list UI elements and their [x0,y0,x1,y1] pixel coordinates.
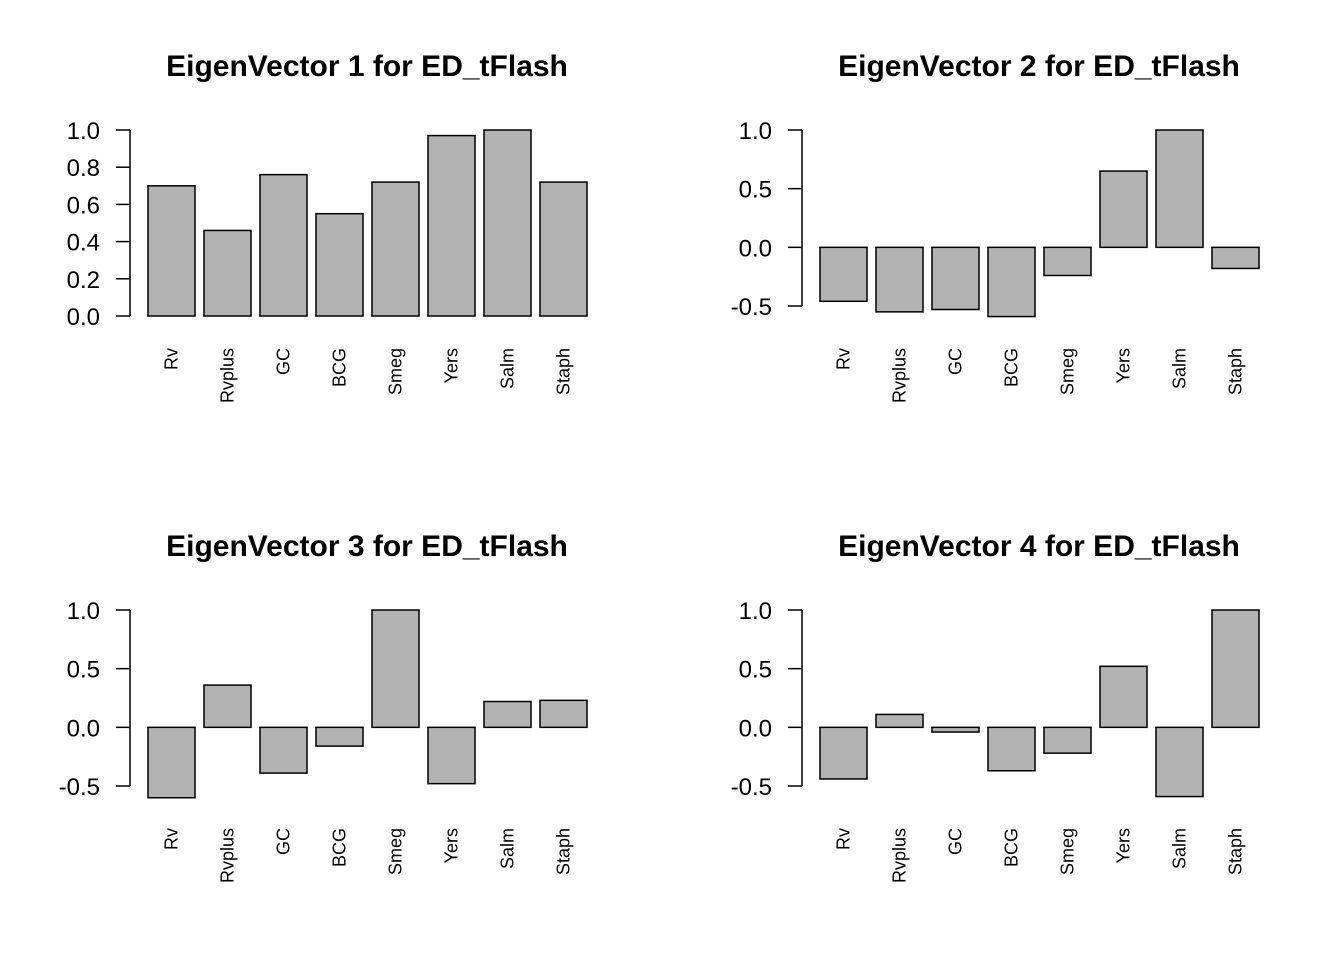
bar-yers [1099,170,1148,249]
x-tick-label: BCG [330,348,350,387]
y-tick-label: 0.6 [67,192,100,219]
chart-panel-1: EigenVector 1 for ED_tFlash 0.0 0.2 0.4 0.6 0… [67,50,588,403]
y-tick-label: 0.0 [67,304,100,331]
x-tick-label: Rvplus [218,348,238,403]
bar-bcg [987,246,1036,318]
bar-smeg [371,609,420,729]
bar-gc [931,726,980,733]
x-tick-label: Smeg [1058,348,1078,395]
x-tick-label: Smeg [1058,828,1078,875]
bar-yers [427,726,476,785]
bar-bcg [987,726,1036,772]
x-tick-label: Rvplus [890,348,910,403]
y-tick-label: 0.5 [739,657,772,684]
bar-gc [259,726,308,774]
y-tick-label: 0.0 [67,715,100,742]
bar-rv [147,185,196,317]
bar-yers [1099,665,1148,729]
x-tick-label: Staph [1226,828,1246,875]
bar-rv [147,726,196,799]
x-tick-label: Rv [834,828,854,850]
chart-panel-3: EigenVector 3 for ED_tFlash -0.5 0.0 0.5 1.0… [59,530,588,883]
bar-rv [819,246,868,303]
x-tick-label: Salm [1170,348,1190,389]
chart-panel-2: EigenVector 2 for ED_tFlash -0.5 0.0 0.5 1.0… [731,50,1260,403]
bar-salm [483,700,532,729]
bar-rvplus [203,229,252,317]
x-tick-label: GC [274,828,294,855]
x-tick-label: BCG [1002,348,1022,387]
x-tick-label: Salm [498,348,518,389]
y-tick-label: 0.0 [739,235,772,262]
bar-yers [427,134,476,317]
x-tick-label: Rvplus [218,828,238,883]
bar-rvplus [203,684,252,729]
y-tick-label: 0.0 [739,715,772,742]
x-tick-label: Staph [554,828,574,875]
bar-rvplus [875,246,924,313]
bar-staph [1211,246,1260,270]
x-tick-label: Rv [162,828,182,850]
y-tick-label: 0.5 [739,177,772,204]
chart-title: EigenVector 3 for ED_tFlash [166,530,568,563]
bar-salm [1155,129,1204,249]
bar-smeg [371,181,420,317]
x-tick-label: Rvplus [890,828,910,883]
bar-smeg [1043,726,1092,754]
chart-title: EigenVector 2 for ED_tFlash [838,50,1240,83]
y-tick-label: -0.5 [59,774,100,801]
y-tick-label: 1.0 [739,118,772,145]
x-tick-label: BCG [1002,828,1022,867]
x-tick-label: Staph [554,348,574,395]
bar-rv [819,726,868,780]
x-tick-label: Rv [162,348,182,370]
x-tick-label: GC [274,348,294,375]
chart-title: EigenVector 4 for ED_tFlash [838,530,1240,563]
bar-smeg [1043,246,1092,277]
x-tick-label: Smeg [386,348,406,395]
y-tick-label: 0.5 [67,657,100,684]
bar-salm [1155,726,1204,798]
bar-gc [931,246,980,311]
x-tick-label: GC [946,828,966,855]
y-tick-label: 1.0 [67,118,100,145]
x-tick-label: Yers [1114,828,1134,863]
bar-staph [1211,609,1260,729]
chart-title: EigenVector 1 for ED_tFlash [166,50,568,83]
x-tick-label: Smeg [386,828,406,875]
x-tick-label: GC [946,348,966,375]
bar-salm [483,129,532,317]
x-tick-label: Staph [1226,348,1246,395]
x-tick-label: BCG [330,828,350,867]
x-tick-label: Yers [442,828,462,863]
bar-staph [539,699,588,729]
y-tick-label: 1.0 [739,598,772,625]
bar-gc [259,173,308,317]
y-tick-label: 0.2 [67,267,100,294]
x-tick-label: Salm [1170,828,1190,869]
bar-staph [539,181,588,317]
y-tick-label: -0.5 [731,294,772,321]
x-tick-label: Yers [442,348,462,383]
y-tick-label: 0.8 [67,155,100,182]
y-tick-label: 1.0 [67,598,100,625]
chart-panel-4: EigenVector 4 for ED_tFlash -0.5 0.0 0.5 1.0… [731,530,1260,883]
bar-bcg [315,726,364,747]
y-tick-label: 0.4 [67,230,100,257]
x-tick-label: Yers [1114,348,1134,383]
y-tick-label: -0.5 [731,774,772,801]
bar-rvplus [875,713,924,729]
bar-bcg [315,212,364,317]
x-tick-label: Salm [498,828,518,869]
x-tick-label: Rv [834,348,854,370]
